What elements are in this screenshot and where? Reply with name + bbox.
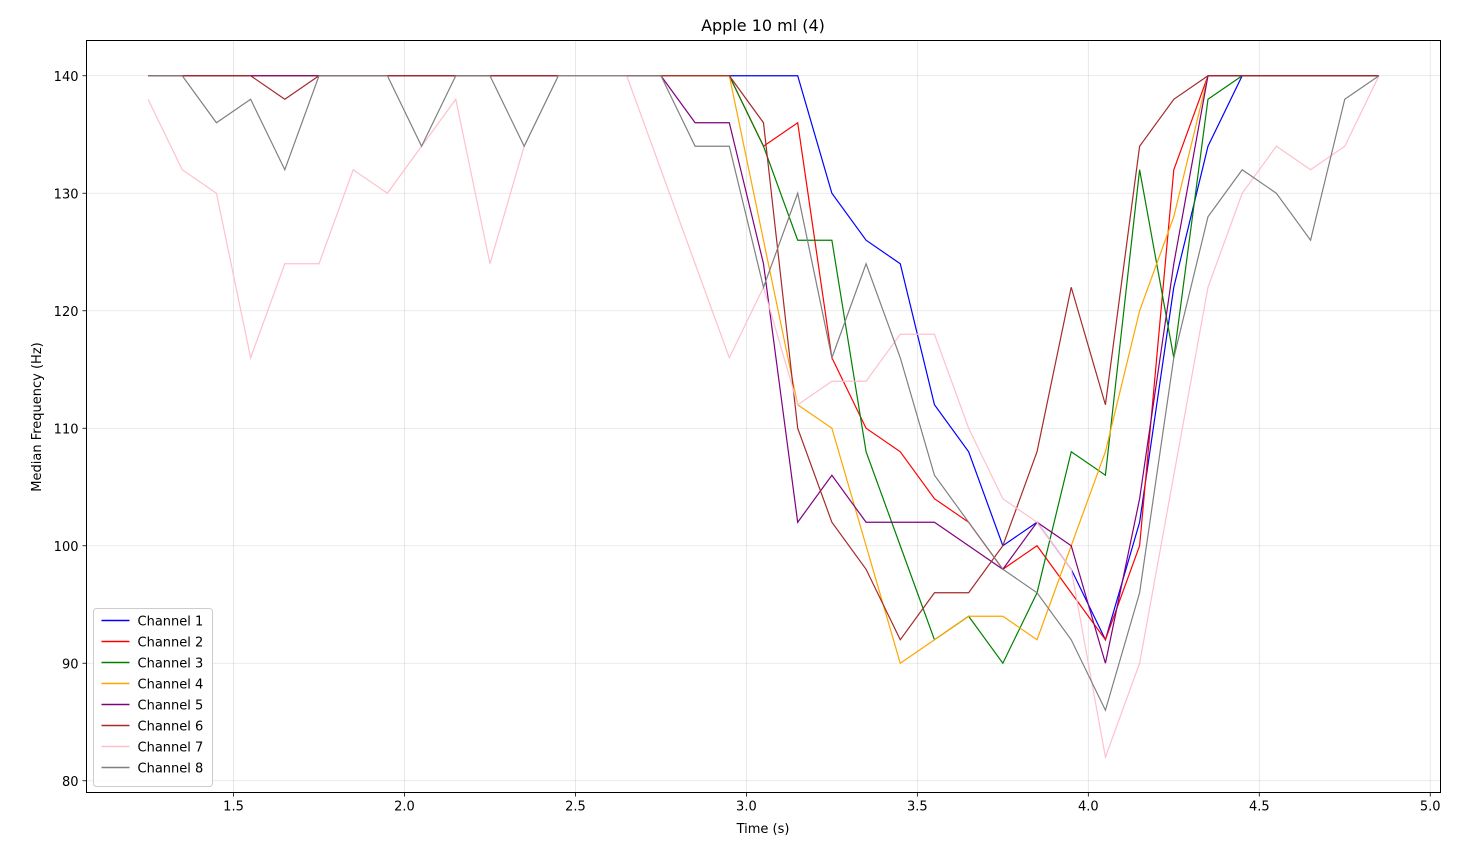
y-tick-label: 80 <box>62 775 79 790</box>
legend-label: Channel 3 <box>138 657 204 672</box>
y-tick-label: 120 <box>54 305 79 320</box>
legend-label: Channel 7 <box>138 741 204 756</box>
series-line-channel-8 <box>148 75 1380 712</box>
y-tick-label: 130 <box>54 187 79 202</box>
x-tick-label: 3.5 <box>907 800 928 815</box>
legend-label: Channel 1 <box>138 615 204 630</box>
y-axis-label: Median Frequency (Hz) <box>30 342 45 491</box>
legend: Channel 1 Channel 2 Channel 3 Channel 4 Chan… <box>93 608 213 787</box>
axis-ticks: 1.5 2.0 2.5 3.0 3.5 4.0 4.5 5.0 80 90 100 110 120 130… <box>54 70 1441 815</box>
y-tick-label: 100 <box>54 540 79 555</box>
x-tick-label: 2.0 <box>394 800 415 815</box>
series-lines <box>147 75 1380 760</box>
x-axis-label: Time (s) <box>736 822 790 837</box>
x-tick-label: 2.5 <box>565 800 586 815</box>
legend-box <box>93 608 213 787</box>
y-tick-label: 140 <box>54 70 79 85</box>
legend-label: Channel 2 <box>138 636 204 651</box>
y-tick-label: 90 <box>62 657 79 672</box>
y-tick-label: 110 <box>54 422 79 437</box>
plot-area-frame <box>86 40 1441 793</box>
legend-label: Channel 5 <box>138 699 204 714</box>
chart-title: Apple 10 ml (4) <box>701 16 825 35</box>
legend-label: Channel 4 <box>138 678 204 693</box>
x-tick-label: 4.5 <box>1249 800 1270 815</box>
x-tick-label: 3.0 <box>736 800 757 815</box>
legend-label: Channel 6 <box>138 720 204 735</box>
legend-label: Channel 8 <box>138 762 204 777</box>
x-tick-label: 4.0 <box>1078 800 1099 815</box>
x-tick-label: 1.5 <box>223 800 244 815</box>
x-tick-label: 5.0 <box>1420 800 1441 815</box>
